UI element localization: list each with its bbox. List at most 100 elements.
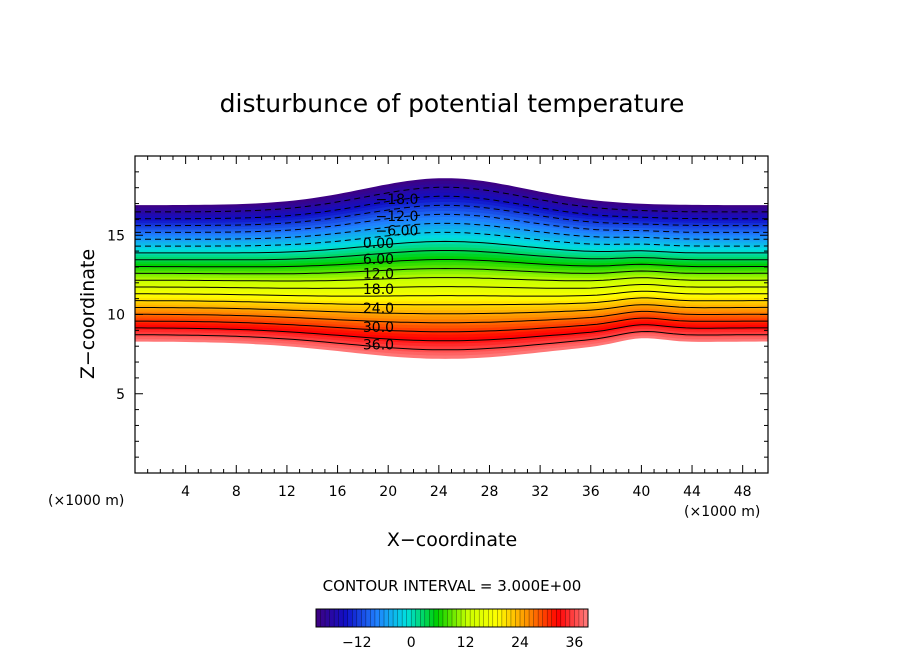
contour-line: [135, 231, 768, 247]
colorbar-cell: [424, 609, 430, 627]
colorbar-cell: [533, 609, 539, 627]
contour-label: 0.00: [363, 236, 394, 252]
plot-area: [135, 178, 768, 359]
colorbar-cell: [506, 609, 512, 627]
colorbar-cell: [388, 609, 394, 627]
colorbar-cell: [393, 609, 398, 627]
colorbar-cell: [452, 609, 457, 627]
contour-line: [135, 324, 768, 342]
colorbar-cell: [402, 609, 407, 627]
colorbar-cell: [456, 609, 462, 627]
x-tick-label: 16: [329, 484, 347, 500]
colorbar-cell: [474, 609, 480, 627]
contour-line: [135, 195, 768, 220]
colorbar-cell: [334, 609, 339, 627]
colorbar-cell: [433, 609, 439, 627]
colorbar-cell: [583, 609, 589, 627]
y-tick-label: 15: [107, 228, 125, 244]
colorbar-cell: [329, 609, 335, 627]
x-tick-label: 32: [531, 484, 549, 500]
colorbar-cell: [538, 609, 543, 627]
x-tick-label: 40: [632, 484, 650, 500]
colorbar-cell: [316, 609, 321, 627]
contour-line: [135, 240, 768, 254]
x-tick-label: 28: [481, 484, 499, 500]
colorbar-tick-label: 0: [407, 635, 416, 651]
colorbar-cell: [325, 609, 330, 627]
colorbar-cell: [574, 609, 580, 627]
contour-line: [135, 297, 768, 306]
contour-line: [135, 213, 768, 233]
colorbar-cell: [529, 609, 534, 627]
contour-line: [135, 317, 768, 333]
colorbar-tick-label: 24: [511, 635, 529, 651]
x-tick-label: 8: [232, 484, 241, 500]
x-axis-title: X−coordinate: [387, 529, 517, 551]
colorbar-cell: [488, 609, 494, 627]
contour-lines: [135, 186, 768, 351]
colorbar-cell: [447, 609, 453, 627]
colorbar-cell: [510, 609, 516, 627]
colorbar-cell: [406, 609, 412, 627]
contour-label: 24.0: [363, 301, 394, 317]
x-tick-label: 48: [734, 484, 752, 500]
colorbar-cell: [501, 609, 507, 627]
colorbar-cell: [442, 609, 448, 627]
colorbar-tick-label: −12: [342, 635, 372, 651]
colorbar-cell: [497, 609, 503, 627]
contour-line: [135, 284, 768, 289]
colorbar-cell: [415, 609, 421, 627]
colorbar: [315, 609, 589, 627]
colorbar-cell: [374, 609, 380, 627]
colorbar-cell: [338, 609, 344, 627]
colorbar-cell: [347, 609, 353, 627]
contour-line: [135, 277, 768, 282]
colorbar-cell: [461, 609, 466, 627]
contour-line: [135, 204, 768, 227]
contour-label: −18.0: [376, 192, 419, 208]
contour-label: 12.0: [363, 266, 394, 282]
x-tick-label: 20: [379, 484, 397, 500]
colorbar-frame: [315, 608, 589, 628]
x-axis-unit-right: (×1000 m): [684, 504, 760, 520]
colorbar-cell: [565, 609, 571, 627]
colorbar-cell: [397, 609, 403, 627]
colorbar-cell: [470, 609, 475, 627]
colorbar-cell: [556, 609, 562, 627]
x-tick-label: 44: [683, 484, 701, 500]
colorbar-cell: [384, 609, 389, 627]
colorbar-cell: [365, 609, 371, 627]
contour-line: [135, 290, 768, 297]
x-tick-label: 4: [181, 484, 190, 500]
colorbar-cell: [551, 609, 557, 627]
colorbar-cell: [492, 609, 498, 627]
contour-line: [135, 250, 768, 261]
colorbar-cell: [420, 609, 426, 627]
contour-line: [135, 186, 768, 213]
x-axis-unit-left: (×1000 m): [48, 493, 124, 509]
y-tick-label: 5: [116, 387, 125, 403]
colorbar-cell: [379, 609, 385, 627]
colorbar-tick-label: 36: [565, 635, 583, 651]
colorbar-cell: [560, 609, 566, 627]
colorbar-cell: [520, 609, 525, 627]
colorbar-cell: [542, 609, 548, 627]
colorbar-cell: [361, 609, 367, 627]
colorbar-cell: [479, 609, 485, 627]
colorbar-cell: [547, 609, 553, 627]
contour-line: [135, 267, 768, 275]
x-tick-label: 24: [430, 484, 448, 500]
chart-title: disturbunce of potential temperature: [220, 89, 685, 118]
y-axis-title: Z−coordinate: [77, 249, 99, 379]
colorbar-cell: [483, 609, 489, 627]
x-axis-ticks: 4 8 12 16 20 24 28 32 36 40 44 48: [147, 156, 756, 500]
contour-label: 18.0: [363, 282, 394, 298]
contour-line: [135, 304, 768, 315]
x-tick-label: 12: [278, 484, 296, 500]
contour-label: 6.00: [363, 252, 394, 268]
colorbar-ticks: −12 0 12 24 36: [342, 635, 583, 651]
contour-line: [135, 310, 768, 324]
x-tick-label: 36: [582, 484, 600, 500]
